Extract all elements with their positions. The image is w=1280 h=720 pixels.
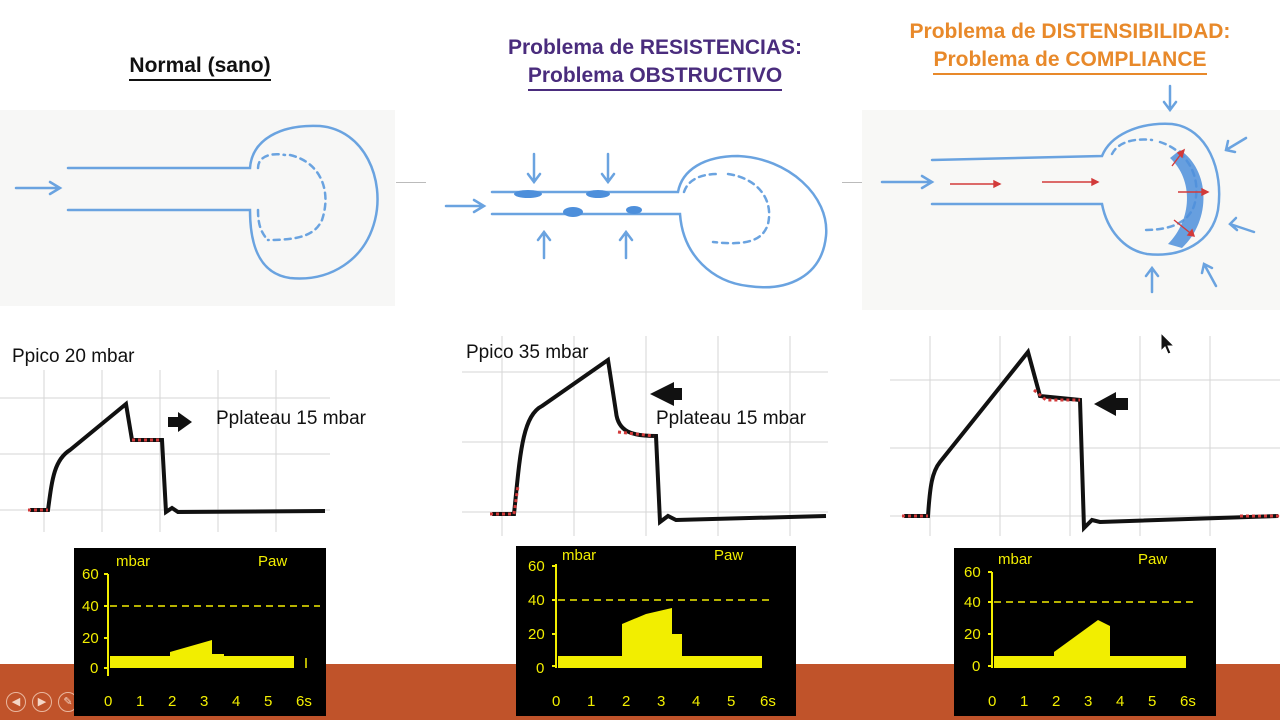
tick-label: 20 — [82, 630, 99, 647]
title-distensibilidad-line1: Problema de DISTENSIBILIDAD: — [909, 20, 1231, 43]
tick-label: 0 — [552, 693, 560, 710]
monitor-normal-signal: Paw — [258, 553, 287, 570]
title-normal: Normal (sano) — [60, 52, 340, 81]
tick-label: 60 — [82, 566, 99, 583]
tick-label: 4 — [692, 693, 700, 710]
separator-1 — [396, 182, 426, 183]
tick-label: 4 — [232, 693, 240, 710]
tick-label: 2 — [168, 693, 176, 710]
sketch-obstructive-airway — [444, 152, 828, 289]
tick-label: 3 — [1084, 693, 1092, 710]
title-resistencias-line2: Problema OBSTRUCTIVO — [527, 63, 783, 91]
tick-label: 6s — [760, 693, 776, 710]
tick-label: 2 — [622, 693, 630, 710]
tick-label: 0 — [988, 693, 996, 710]
tick-label: 60 — [964, 564, 981, 581]
monitor-compliance-signal: Paw — [1138, 551, 1167, 568]
tick-label: 40 — [964, 594, 981, 611]
monitor-compliance: mbar Paw 60 40 20 0 0 1 2 3 4 5 6s — [954, 548, 1216, 716]
tick-label: 40 — [82, 598, 99, 615]
mouse-cursor-icon — [1160, 332, 1176, 355]
tick-label: 60 — [528, 558, 545, 575]
tick-label: 3 — [657, 693, 665, 710]
tick-label: 4 — [1116, 693, 1124, 710]
tick-label: 5 — [727, 693, 735, 710]
tick-label: 0 — [972, 658, 980, 675]
tick-label: 40 — [528, 592, 545, 609]
title-distensibilidad: Problema de DISTENSIBILIDAD: Problema de… — [880, 18, 1260, 75]
tick-label: 2 — [1052, 693, 1060, 710]
title-normal-line: Normal (sano) — [129, 53, 271, 81]
monitor-obstructive-unit: mbar — [562, 547, 596, 564]
tick-label: 5 — [264, 693, 272, 710]
tick-label: 20 — [528, 626, 545, 643]
separator-2 — [842, 182, 862, 183]
play-right-icon[interactable]: ▶ — [32, 692, 52, 712]
pressure-curve-normal — [0, 370, 330, 532]
play-left-icon[interactable]: ◀ — [6, 692, 26, 712]
tick-label: 0 — [536, 660, 544, 677]
sketch-compliance-airway — [862, 84, 1280, 310]
ppico-label-obstructive: Ppico 35 mbar — [466, 342, 589, 363]
tick-label: 20 — [964, 626, 981, 643]
sketch-normal-airway — [0, 110, 395, 306]
ppico-label-normal: Ppico 20 mbar — [12, 346, 135, 367]
tick-label: 3 — [200, 693, 208, 710]
tick-label: 6s — [296, 693, 312, 710]
title-resistencias: Problema de RESISTENCIAS: Problema OBSTR… — [470, 34, 840, 91]
monitor-compliance-unit: mbar — [998, 551, 1032, 568]
monitor-normal-unit: mbar — [116, 553, 150, 570]
monitor-normal: mbar Paw 60 40 20 0 0 1 2 3 4 5 6s — [74, 548, 326, 716]
monitor-obstructive: mbar Paw 60 40 20 0 0 1 2 3 4 5 6s — [516, 546, 796, 716]
tick-label: 0 — [104, 693, 112, 710]
tick-label: 5 — [1148, 693, 1156, 710]
tick-label: 1 — [587, 693, 595, 710]
title-distensibilidad-line2: Problema de COMPLIANCE — [933, 47, 1207, 75]
monitor-obstructive-signal: Paw — [714, 547, 743, 564]
tick-label: 1 — [1020, 693, 1028, 710]
tick-label: 0 — [90, 660, 98, 677]
pplateau-label-obstructive: Pplateau 15 mbar — [656, 408, 806, 429]
pplateau-label-normal: Pplateau 15 mbar — [216, 408, 366, 429]
title-resistencias-line1: Problema de RESISTENCIAS: — [507, 36, 803, 59]
tick-label: 1 — [136, 693, 144, 710]
pressure-curve-obstructive — [462, 336, 828, 536]
pressure-curve-compliance — [890, 336, 1280, 536]
tick-label: 6s — [1180, 693, 1196, 710]
